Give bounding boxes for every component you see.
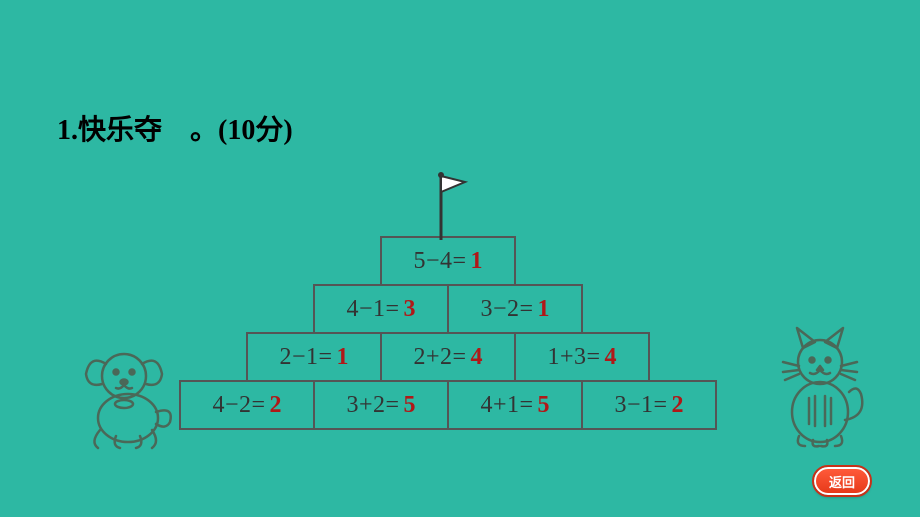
answer: 2: [270, 392, 282, 419]
pyramid-cell: 3−2= 1: [447, 284, 583, 334]
pyramid-row: 4−2= 2 3+2= 5 4+1= 5 3−1= 2: [176, 380, 722, 430]
pyramid-cell: 3+2= 5: [313, 380, 449, 430]
pyramid-cell: 4+1= 5: [447, 380, 583, 430]
expression: 1+3=: [547, 344, 600, 371]
pyramid-cell: 1+3= 4: [514, 332, 650, 382]
pyramid-cell: 4−2= 2: [179, 380, 315, 430]
pyramid-row: 4−1= 3 3−2= 1: [176, 284, 722, 334]
pyramid-row: 5−4= 1: [176, 236, 722, 286]
pyramid-cell: 4−1= 3: [313, 284, 449, 334]
answer: 1: [471, 248, 483, 275]
dog-icon: [70, 330, 190, 450]
pyramid-cell: 2−1= 1: [246, 332, 382, 382]
answer: 4: [471, 344, 483, 371]
return-label: 返回: [829, 472, 855, 491]
answer: 1: [538, 296, 550, 323]
expression: 3+2=: [346, 392, 399, 419]
answer: 3: [404, 296, 416, 323]
cat-icon: [765, 320, 875, 450]
answer: 2: [672, 392, 684, 419]
expression: 4−2=: [212, 392, 265, 419]
pyramid-row: 2−1= 1 2+2= 4 1+3= 4: [176, 332, 722, 382]
pyramid-cell: 3−1= 2: [581, 380, 717, 430]
answer: 4: [605, 344, 617, 371]
return-button[interactable]: 返回: [814, 467, 870, 495]
expression: 2−1=: [279, 344, 332, 371]
expression: 3−1=: [614, 392, 667, 419]
answer: 5: [538, 392, 550, 419]
pyramid-cell: 5−4= 1: [380, 236, 516, 286]
expression: 4−1=: [346, 296, 399, 323]
expression: 2+2=: [413, 344, 466, 371]
expression: 5−4=: [413, 248, 466, 275]
answer: 1: [337, 344, 349, 371]
expression: 4+1=: [480, 392, 533, 419]
pyramid-cell: 2+2= 4: [380, 332, 516, 382]
expression: 3−2=: [480, 296, 533, 323]
flag-icon: [429, 170, 469, 240]
answer: 5: [404, 392, 416, 419]
question-title: 1.快乐夺 。(10分): [57, 108, 293, 148]
pyramid: 5−4= 1 4−1= 3 3−2= 1 2−1= 1 2+2= 4 1+3= …: [176, 238, 722, 430]
